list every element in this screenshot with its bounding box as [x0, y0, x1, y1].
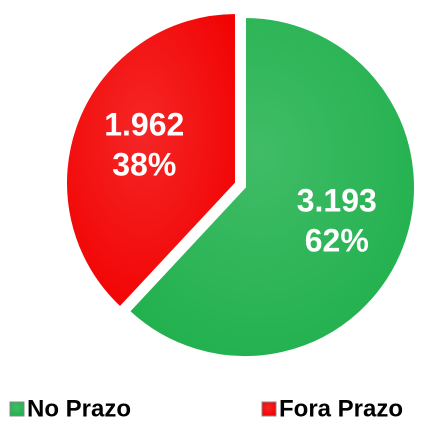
pie-slice — [127, 15, 416, 358]
value-label: 3.193 — [297, 183, 377, 219]
pie-slice — [65, 11, 237, 309]
percent-label: 38% — [112, 146, 176, 182]
legend-swatch — [9, 401, 25, 417]
percent-label: 62% — [305, 223, 369, 259]
value-label: 1.962 — [104, 106, 184, 142]
legend-swatch — [261, 401, 277, 417]
legend-label: No Prazo — [27, 395, 131, 422]
legend-label: Fora Prazo — [279, 395, 403, 422]
